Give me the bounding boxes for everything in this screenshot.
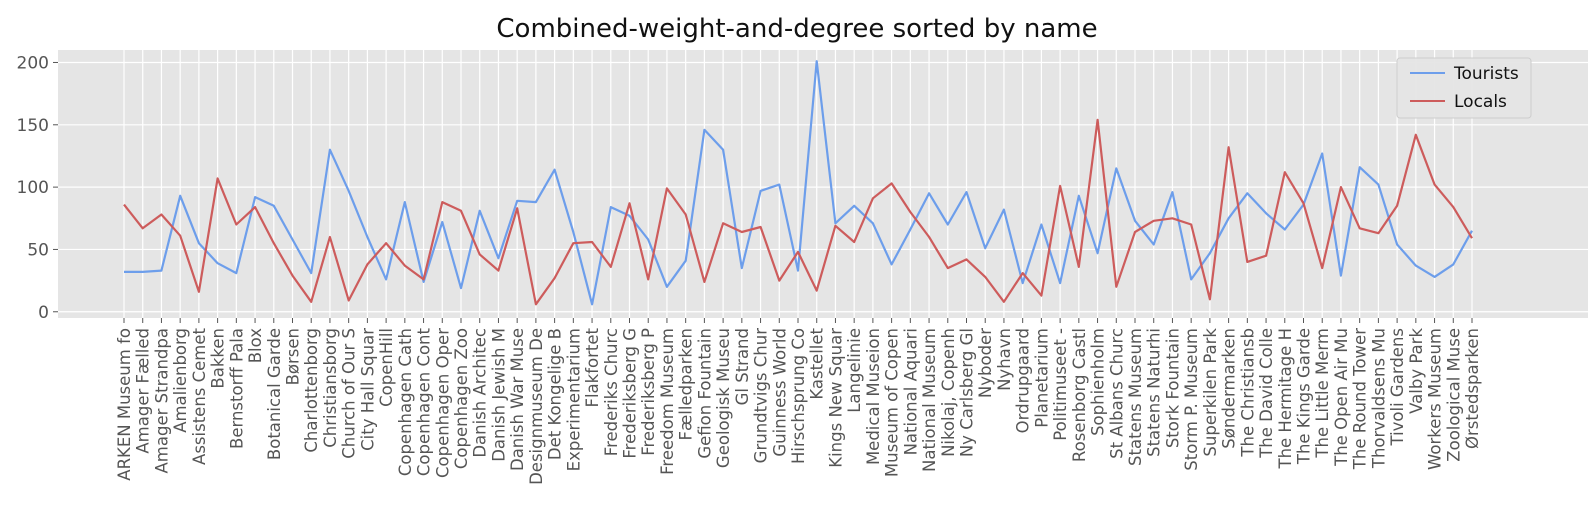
- x-tick-label: Nikolaj, Copenh: [939, 328, 958, 457]
- x-tick-label: Guinness World: [770, 328, 789, 457]
- x-tick-label: Amager Fælled: [134, 328, 153, 454]
- x-tick-label: Grundtvigs Chur: [752, 328, 771, 464]
- x-tick-label: Frederiks Churc: [602, 328, 621, 456]
- y-tick-label: 150: [17, 116, 49, 136]
- x-tick-label: Ordrupgaard: [1014, 328, 1033, 433]
- x-tick-label: Fælledparken: [677, 328, 696, 440]
- x-tick-label: Politimuseet -: [1051, 328, 1070, 441]
- x-tick-label: National Aquari: [901, 328, 920, 455]
- x-tick-label: Copenhagen Zoo: [452, 328, 471, 469]
- x-tick-label: Valby Park: [1407, 328, 1426, 414]
- legend-label-locals: Locals: [1454, 92, 1507, 112]
- x-tick-label: Superkilen Park: [1201, 328, 1220, 457]
- x-tick-label: Søndermarken: [1220, 328, 1239, 449]
- x-tick-label: Frederiksberg P: [639, 328, 658, 456]
- x-tick-label: The Open Air Mu: [1332, 328, 1351, 467]
- x-tick-label: Sophienholm: [1089, 328, 1108, 436]
- x-tick-label: The David Colle: [1257, 328, 1276, 459]
- x-tick-label: Det Kongelige B: [546, 328, 565, 460]
- plot-area: [58, 50, 1588, 318]
- x-tick-label: Medical Museion: [864, 328, 883, 465]
- x-tick-label: The Christiansb: [1238, 328, 1257, 458]
- grid: [58, 50, 1588, 318]
- x-tick-label: Assistens Cemet: [190, 327, 209, 464]
- x-tick-label: The Kings Garde: [1295, 328, 1314, 465]
- y-tick-label: 0: [38, 303, 49, 323]
- legend: Tourists Locals: [1396, 57, 1532, 119]
- chart-title: Combined-weight-and-degree sorted by nam…: [496, 14, 1097, 44]
- x-tick-label: Planetarium: [1032, 328, 1051, 428]
- x-tick-label: Museum of Copen: [883, 328, 902, 477]
- x-tick-label: Hirschsprung Co: [789, 328, 808, 464]
- x-tick-label: Gefion Fountain: [695, 328, 714, 459]
- legend-label-tourists: Tourists: [1453, 64, 1519, 84]
- x-tick-label: Copenhagen Cont: [415, 327, 434, 476]
- series-lines: [123, 60, 1473, 306]
- x-tick-label: Gl Strand: [733, 328, 752, 405]
- x-tick-label: Copenhagen Oper: [433, 328, 452, 478]
- x-tick-label: Tivoli Gardens: [1388, 328, 1407, 447]
- x-tick-label: Charlottenborg: [302, 328, 321, 453]
- x-tick-label: Statens Museum: [1126, 328, 1145, 466]
- x-tick-label: Danish Architec: [471, 328, 490, 458]
- series-line-tourists: [124, 60, 1473, 306]
- x-tick-label: Zoological Muse: [1444, 328, 1463, 462]
- x-tick-label: Workers Museum: [1426, 328, 1445, 470]
- y-tick-label: 200: [17, 53, 49, 73]
- x-tick-label: Ny Carlsberg Gl: [958, 328, 977, 457]
- x-tick-label: CopenHill: [377, 328, 396, 407]
- x-tick-label: Nyboder: [976, 328, 995, 398]
- x-tick-label: Kings New Squar: [826, 328, 845, 468]
- x-tick-label: Flakfortet: [583, 327, 602, 407]
- x-tick-label: Frederiksberg G: [621, 328, 640, 459]
- x-tick-label: Christiansborg: [321, 328, 340, 448]
- x-tick-label: Storm P. Museum: [1182, 328, 1201, 471]
- x-tick-label: Freedom Museum: [658, 328, 677, 475]
- x-tick-label: National Museum: [920, 328, 939, 472]
- y-axis: 0 50 100 150 200: [17, 53, 58, 323]
- x-tick-label: Langelinie: [845, 328, 864, 413]
- x-tick-label: Nyhavn: [995, 328, 1014, 391]
- x-tick-label: Blox: [246, 328, 265, 363]
- x-tick-label: The Round Tower: [1351, 328, 1370, 470]
- x-tick-label: Danish War Muse: [508, 328, 527, 471]
- x-tick-label: Bakken: [209, 328, 228, 389]
- x-tick-label: Experimentarium: [564, 328, 583, 471]
- x-tick-label: Copenhagen Cath: [396, 328, 415, 476]
- x-tick-label: Kastellet: [808, 327, 827, 399]
- x-tick-label: Stork Fountain: [1163, 328, 1182, 448]
- x-axis: ARKEN Museum fo Amager Fælled Amager Stran…: [115, 318, 1482, 485]
- x-tick-label: St Albans Churc: [1107, 328, 1126, 459]
- x-tick-label: Geologisk Museu: [714, 328, 733, 468]
- x-tick-label: Church of Our S: [340, 328, 359, 459]
- x-tick-label: The Hermitage H: [1276, 328, 1295, 470]
- series-line-locals: [123, 118, 1473, 306]
- y-tick-label: 100: [17, 178, 49, 198]
- x-tick-label: Rosenborg Castl: [1070, 328, 1089, 462]
- x-tick-label: ARKEN Museum fo: [115, 328, 134, 481]
- x-tick-label: Thorvaldsens Mu: [1369, 328, 1388, 469]
- x-tick-label: Amager Strandpa: [152, 328, 171, 473]
- x-tick-label: The Little Merm: [1313, 328, 1332, 459]
- x-tick-label: City Hall Squar: [358, 328, 377, 451]
- x-tick-label: Designmuseum De: [527, 328, 546, 485]
- x-tick-label: Børsen: [284, 328, 303, 385]
- x-tick-label: Botanical Garde: [265, 328, 284, 460]
- x-tick-label: Danish Jewish M: [489, 328, 508, 462]
- x-tick-label: Ørstedsparken: [1463, 328, 1482, 449]
- y-tick-label: 50: [27, 240, 49, 260]
- x-tick-label: Bernstorff Pala: [227, 328, 246, 449]
- x-tick-label: Amalienborg: [171, 328, 190, 433]
- x-tick-label: Statens Naturhi: [1145, 328, 1164, 457]
